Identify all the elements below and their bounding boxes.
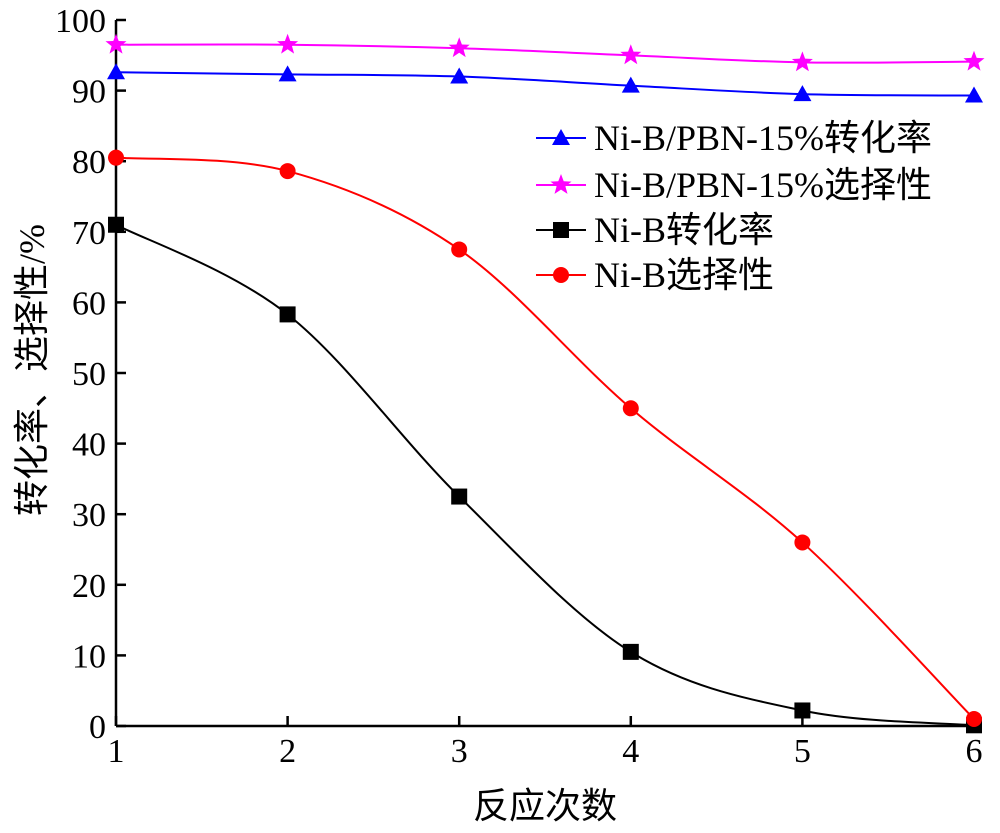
legend-label: Ni-B/PBN-15%转化率 — [594, 118, 932, 158]
y-tick-label: 0 — [89, 709, 106, 746]
x-tick-label: 6 — [966, 733, 983, 770]
data-point — [622, 400, 639, 417]
y-tick-label: 10 — [72, 638, 106, 675]
x-tick-label: 4 — [622, 733, 639, 770]
series-line — [115, 71, 975, 97]
data-point — [794, 534, 811, 551]
data-point — [279, 163, 296, 180]
legend-label: Ni-B/PBN-15%选择性 — [594, 165, 932, 205]
data-point — [450, 67, 469, 84]
y-tick-label: 30 — [72, 497, 106, 534]
y-tick-label: 100 — [55, 3, 106, 40]
data-point — [108, 149, 124, 166]
data-point — [621, 76, 640, 93]
legend-item: Ni-B转化率 — [536, 210, 774, 250]
x-tick-label: 3 — [451, 733, 468, 770]
legend-marker — [553, 222, 569, 238]
y-tick-label: 90 — [72, 74, 106, 111]
legend-item: Ni-B选择性 — [536, 255, 774, 295]
legend-label: Ni-B转化率 — [594, 210, 774, 250]
y-tick-label: 80 — [72, 144, 106, 181]
data-point — [451, 241, 468, 258]
data-point — [965, 86, 983, 103]
legend: Ni-B/PBN-15%转化率 Ni-B/PBN-15%选择性 Ni-B转化率 Ni-… — [536, 118, 932, 295]
data-point — [279, 306, 296, 323]
legend-label: Ni-B选择性 — [594, 255, 774, 295]
legend-marker — [550, 174, 572, 194]
series-line — [115, 156, 975, 720]
data-point — [966, 710, 982, 727]
series-1 — [107, 63, 983, 103]
data-point — [622, 643, 639, 660]
y-tick-label: 60 — [72, 285, 106, 322]
data-point — [963, 50, 985, 71]
series-2 — [105, 33, 985, 72]
x-tick-label: 5 — [794, 733, 811, 770]
x-tick-label: 2 — [279, 733, 296, 770]
data-point — [108, 216, 124, 233]
data-point — [107, 63, 125, 80]
data-point — [620, 44, 642, 65]
y-axis-title: 转化率、选择性/% — [12, 224, 52, 516]
plot-area: 0 10 20 30 40 50 60 70 80 90 100 1 2 3 4 5 6 — [55, 3, 985, 770]
y-tick-label: 20 — [72, 568, 106, 605]
data-point — [794, 702, 811, 719]
y-tick-label: 70 — [72, 215, 106, 252]
data-point — [448, 37, 470, 58]
series-line — [115, 223, 975, 727]
data-point — [451, 488, 468, 505]
x-axis-title: 反应次数 — [473, 786, 617, 826]
data-point — [791, 51, 813, 72]
series-4 — [108, 149, 982, 727]
y-tick-label: 50 — [72, 356, 106, 393]
legend-marker — [552, 129, 570, 145]
x-tick-label: 1 — [108, 733, 125, 770]
data-point — [278, 65, 297, 82]
data-point — [105, 33, 127, 54]
data-point — [277, 33, 299, 54]
legend-item: Ni-B/PBN-15%转化率 — [536, 118, 932, 158]
series-line — [115, 43, 975, 64]
legend-marker — [553, 267, 569, 283]
data-point — [793, 85, 812, 102]
series-3 — [108, 216, 982, 734]
y-tick-label: 40 — [72, 427, 106, 464]
legend-item: Ni-B/PBN-15%选择性 — [536, 165, 932, 205]
